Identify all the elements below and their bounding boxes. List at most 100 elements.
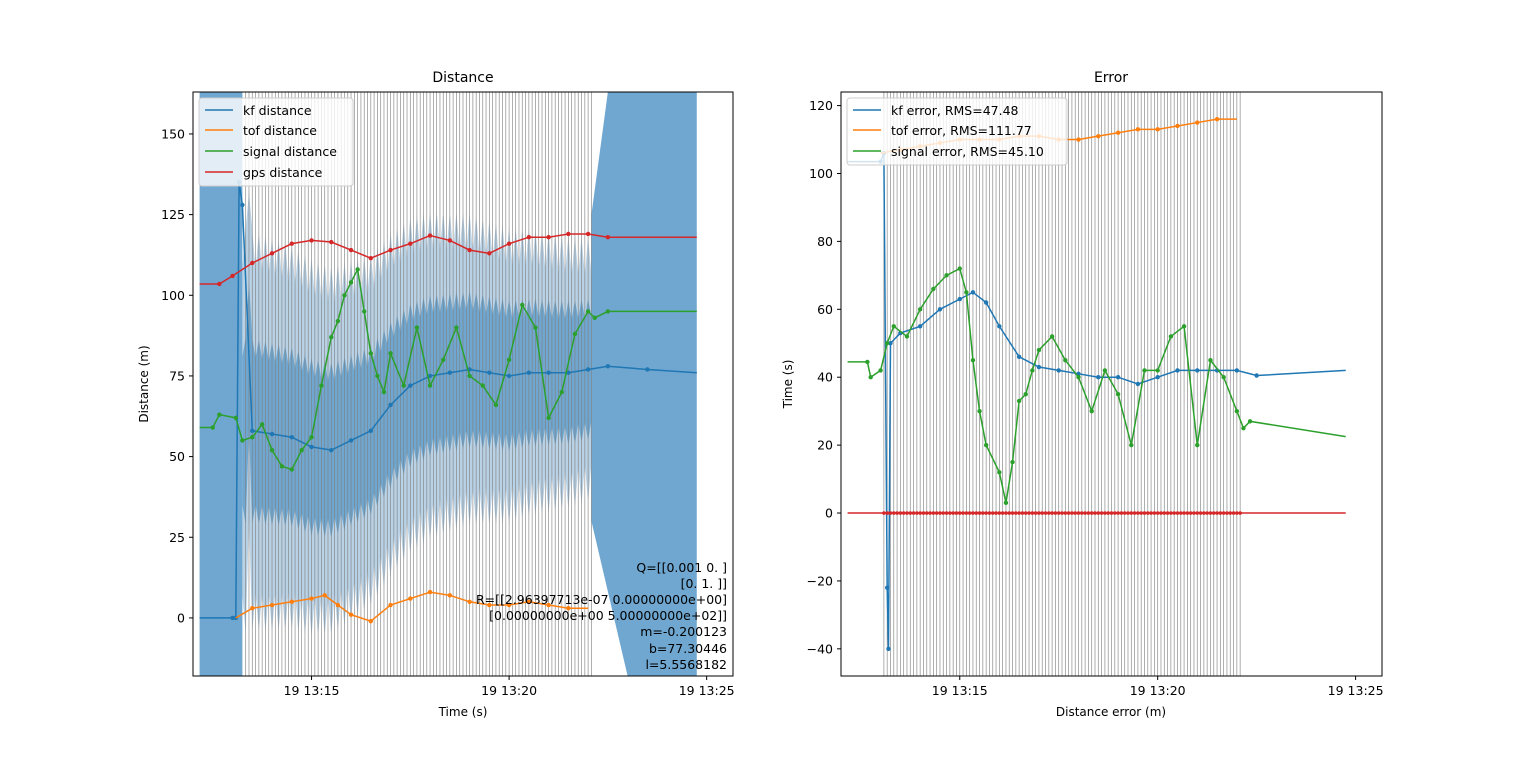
data-point [230, 615, 235, 621]
data-point [447, 238, 453, 243]
gps-error-point [895, 511, 899, 515]
gps-error-point [1106, 511, 1111, 515]
gps-error-point [1066, 511, 1071, 515]
distance-x-label: Time (s) [438, 705, 488, 719]
data-point [240, 438, 245, 443]
y-tick-label: 60 [817, 302, 833, 317]
data-point [526, 599, 532, 604]
gps-error-point [1136, 511, 1140, 515]
gps-error-point [1192, 511, 1196, 515]
data-point [467, 247, 472, 253]
data-point [1221, 375, 1226, 380]
y-tick-label: −20 [807, 573, 833, 588]
error-y-label: Time (s) [781, 360, 795, 410]
data-point [414, 325, 420, 330]
data-point [348, 280, 354, 285]
gps-error-point [1093, 511, 1097, 515]
data-point [259, 422, 265, 427]
gps-error-point [1027, 511, 1031, 515]
data-point [506, 357, 512, 363]
data-point [937, 307, 943, 312]
data-point [493, 402, 499, 408]
gps-error-point [1165, 511, 1170, 515]
data-point [269, 447, 275, 453]
data-point [1115, 375, 1121, 380]
gps-error-point [1162, 511, 1167, 515]
gps-error-point [951, 511, 955, 515]
legend-label-gps: gps distance [243, 165, 323, 180]
data-point [299, 447, 304, 453]
y-tick-label: 120 [809, 98, 833, 113]
gps-error-point [1010, 511, 1015, 515]
data-point [233, 415, 239, 421]
gps-error-point [967, 511, 972, 515]
data-point [1089, 408, 1094, 414]
annotation-line: [0. 1. ]] [681, 576, 727, 591]
data-point [1102, 368, 1108, 373]
gps-error-point [1103, 511, 1107, 515]
data-point [348, 438, 354, 443]
distance-plot-area [199, 92, 697, 676]
data-point [572, 331, 578, 337]
data-point [388, 247, 393, 253]
gps-error-point [928, 511, 932, 515]
gps-error-point [1033, 511, 1038, 515]
x-tick-label: 19 13:15 [284, 683, 340, 698]
gps-error-point [1047, 511, 1051, 515]
y-tick-label: 100 [809, 166, 833, 181]
data-point [931, 286, 936, 292]
gps-error-point [1228, 511, 1233, 515]
data-point [408, 241, 413, 246]
gps-error-point [1152, 511, 1157, 515]
legend-label-tof: tof distance [243, 123, 317, 138]
gps-error-point [1175, 511, 1180, 515]
data-point [970, 290, 976, 295]
data-point [526, 234, 532, 240]
gps-error-point [1116, 511, 1120, 515]
annotation-line: m=-0.200123 [640, 624, 727, 639]
data-point [865, 359, 870, 365]
data-point [1016, 354, 1022, 360]
data-point [1175, 123, 1180, 129]
data-point [1049, 334, 1055, 339]
data-point [279, 464, 285, 469]
data-point [269, 251, 275, 256]
data-point [886, 646, 891, 652]
distance-axes-frame [192, 91, 734, 677]
data-point [1254, 373, 1259, 378]
data-point [269, 431, 275, 437]
y-tick-label: 0 [177, 610, 185, 625]
data-point [1076, 137, 1081, 142]
distance-legend: kf distance tof distance signal distance… [198, 97, 354, 187]
data-point [289, 435, 294, 440]
data-point [1168, 334, 1174, 339]
data-point [348, 612, 354, 617]
data-point [585, 231, 591, 237]
gps-error-point [1231, 511, 1236, 515]
data-point [585, 309, 591, 314]
gps-error-point [1073, 511, 1078, 515]
error-x-ticks: 19 13:15 19 13:20 19 13:25 [932, 676, 1384, 698]
data-point [388, 402, 393, 408]
data-point [533, 325, 538, 330]
data-point [1003, 500, 1009, 506]
data-point [1036, 364, 1042, 370]
legend-label-signal: signal distance [243, 144, 337, 159]
data-point [487, 370, 492, 375]
gps-error-point [1129, 511, 1134, 515]
data-point [1115, 391, 1121, 397]
data-point [388, 602, 393, 608]
x-tick-label: 19 13:15 [932, 683, 988, 698]
gps-error-point [934, 511, 939, 515]
gps-error-point [1225, 511, 1229, 515]
distance-axes: 19 13:15 19 13:20 19 13:25 0 25 50 75 100 125 15… [137, 70, 735, 719]
data-point [944, 273, 949, 278]
gps-error-point [1139, 511, 1143, 515]
legend-label-kf: kf distance [243, 103, 312, 118]
gps-error-point [1004, 511, 1008, 515]
data-point [1195, 368, 1200, 373]
gps-error-point [1014, 511, 1018, 515]
data-point [1129, 442, 1134, 448]
gps-error-point [931, 511, 936, 515]
annotation-line: b=77.30446 [649, 641, 727, 656]
